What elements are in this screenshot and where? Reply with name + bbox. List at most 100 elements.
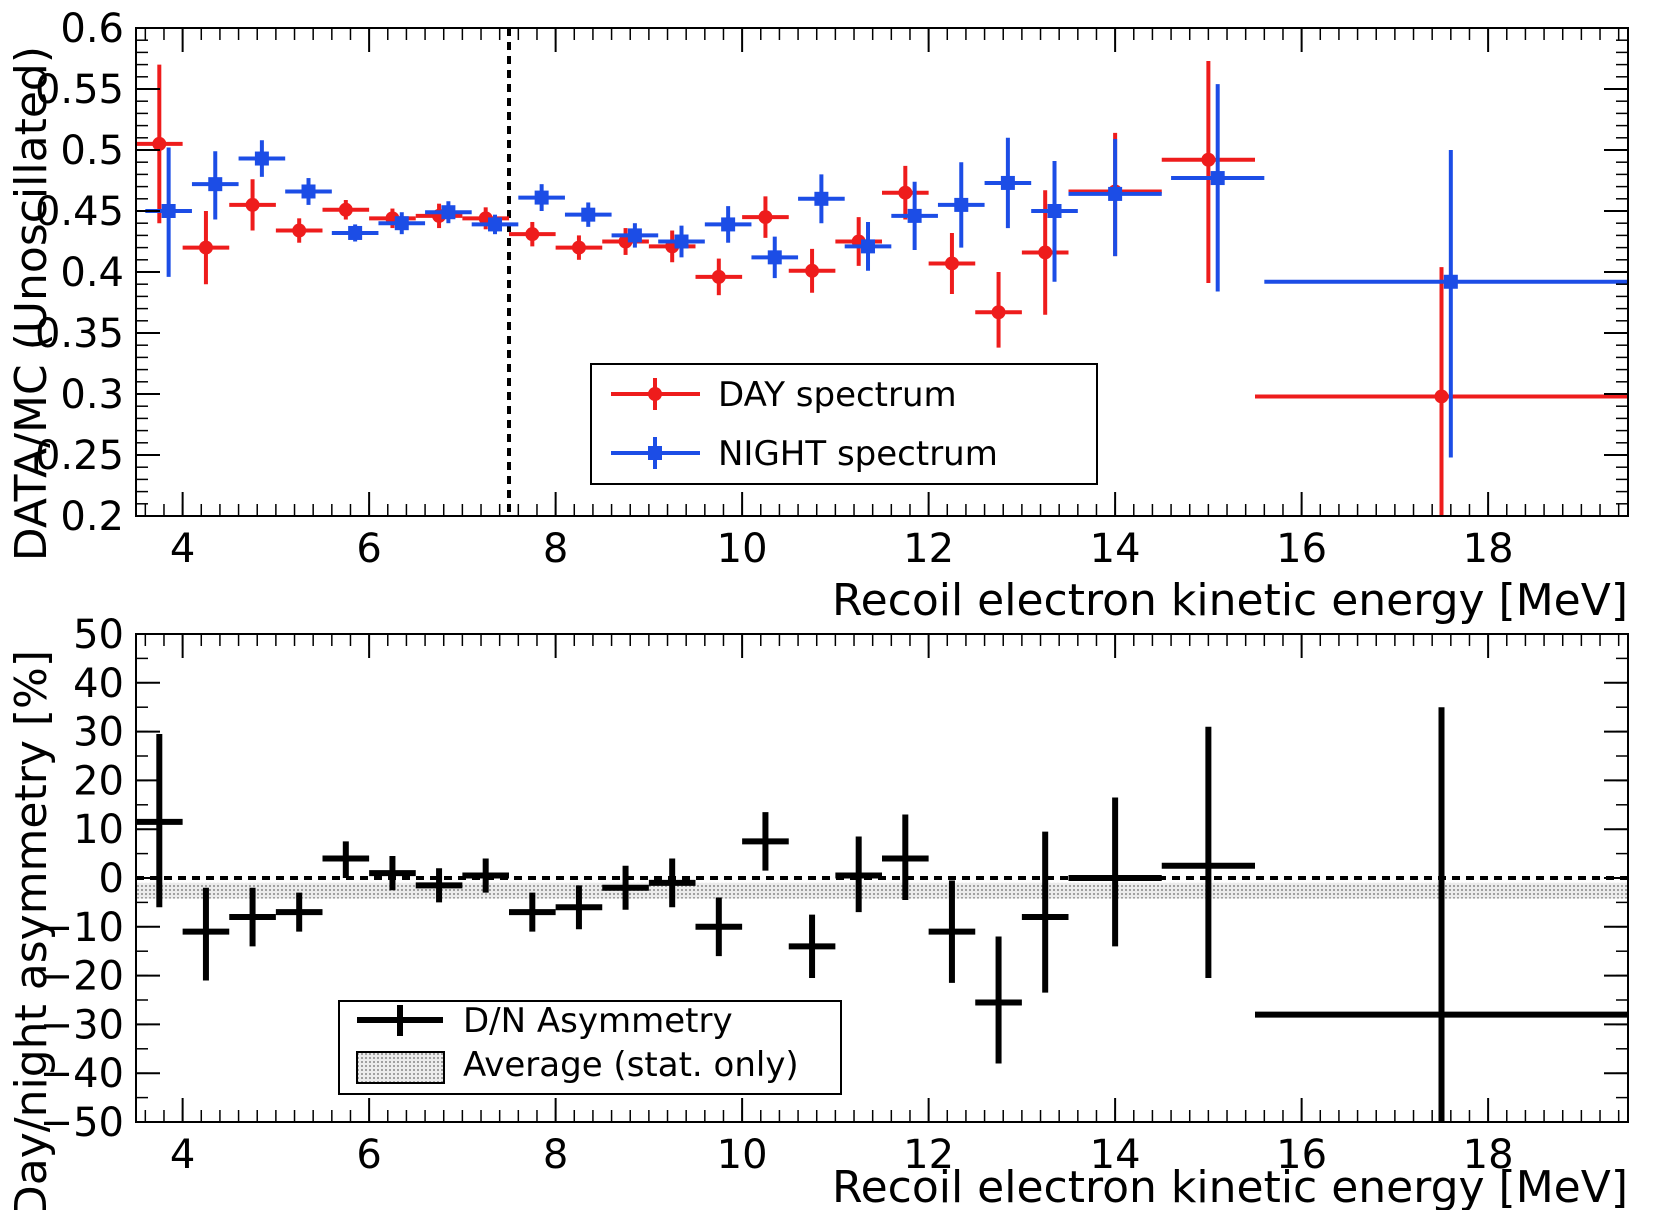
top-legend: DAY spectrum NIGHT spectrum [590,363,1098,485]
point-marker [907,208,922,223]
y-tick-label: −50 [40,1100,124,1146]
point-marker [394,216,409,231]
point-marker [441,205,456,220]
y-tick-label: 40 [73,661,124,707]
bottom-panel: 4 6 8 10 12 14 16 18−50−40−30−20−1001020304050 … [6,612,1629,1210]
data-point [275,892,323,932]
point-marker [711,269,726,284]
data-point [471,214,519,235]
point-marker [1000,175,1015,190]
point-marker [674,234,689,249]
x-tick-label: 8 [543,1132,568,1178]
data-point [518,184,565,211]
point-marker [152,136,167,151]
point-marker [338,202,353,217]
data-point [238,140,286,177]
point-marker [758,210,773,225]
point-marker [208,177,223,192]
point-marker [805,263,820,278]
point-marker [944,256,959,271]
point-marker [1201,152,1216,167]
x-tick-label: 14 [1090,1132,1141,1178]
point-marker [571,240,586,255]
y-tick-label: 0.5 [60,128,124,174]
data-point [742,812,789,871]
y-tick-label: 0 [99,856,124,902]
data-point [322,841,370,878]
y-tick-label: 50 [73,612,124,658]
point-marker [954,197,969,212]
data-point [415,868,463,903]
data-point [1171,84,1265,292]
data-point [788,914,836,979]
data-point [695,258,743,296]
data-point [975,936,1022,1064]
y-tick-label: 0.2 [60,494,124,540]
legend-entry-asymmetry: D/N Asymmetry [357,1001,733,1041]
point-marker [581,207,596,222]
data-point [882,814,929,900]
y-tick-label: 0.6 [60,6,124,52]
y-tick-label: 0.25 [35,433,124,479]
y-tick-label: 0.55 [35,67,124,113]
data-point [1021,831,1069,993]
x-tick-label: 12 [903,526,954,572]
legend-day-marker [648,387,662,401]
data-point [182,887,230,981]
top-legend-box [590,363,1098,485]
x-tick-label: 6 [356,526,381,572]
legend-day-label: DAY spectrum [718,375,957,415]
data-point [882,165,929,220]
data-point [1068,797,1162,947]
data-point [322,200,370,220]
point-marker [198,240,213,255]
data-point [191,151,239,220]
x-tick-label: 4 [170,526,195,572]
point-marker [814,191,829,206]
legend-entry-night: NIGHT spectrum [611,434,998,474]
data-point [602,865,649,910]
bottom-x-axis-title: Recoil electron kinetic energy [MeV] [832,1162,1628,1210]
series-d-n-asymmetry [136,707,1628,1122]
point-marker [534,190,549,205]
y-tick-label: −40 [40,1051,124,1097]
y-tick-label: 0.3 [60,372,124,418]
legend-asym-label: D/N Asymmetry [463,1001,733,1041]
y-tick-label: 10 [73,807,124,853]
average-band [136,882,1628,899]
y-tick-label: 20 [73,758,124,804]
data-point [1264,150,1628,458]
data-point [695,897,743,957]
data-point [648,858,696,908]
data-point [658,225,705,258]
bottom-legend: D/N Asymmetry Average (stat. only) [338,1000,842,1095]
point-marker [627,228,642,243]
data-point [611,223,659,248]
x-tick-label: 8 [543,526,568,572]
data-point [798,174,845,224]
x-tick-label: 10 [717,526,768,572]
point-marker [898,185,913,200]
point-marker [254,151,269,166]
x-tick-label: 16 [1276,1132,1327,1178]
data-point [751,236,799,279]
point-marker [348,225,363,240]
data-point [275,218,323,243]
point-marker [488,217,503,232]
data-point [182,211,230,285]
data-point [704,206,752,243]
point-marker [1210,171,1225,186]
data-point [1161,726,1255,979]
point-marker [1108,186,1123,201]
legend-night-label: NIGHT spectrum [718,434,998,474]
point-marker [1443,274,1458,289]
data-point [928,232,976,294]
legend-night-marker [648,446,662,460]
y-tick-label: 30 [73,710,124,756]
data-point [1255,707,1628,1122]
point-marker [161,204,176,218]
data-point [425,201,472,224]
x-tick-label: 18 [1463,526,1514,572]
data-point [984,137,1032,229]
